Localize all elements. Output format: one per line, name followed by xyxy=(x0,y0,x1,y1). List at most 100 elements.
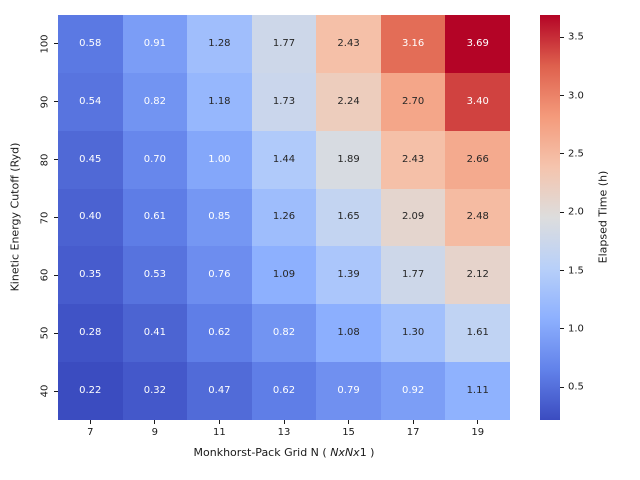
x-tick-mark xyxy=(477,420,479,424)
x-tick-label: 15 xyxy=(342,427,355,438)
heatmap-cell: 2.24 xyxy=(316,72,381,131)
heatmap-cell: 0.62 xyxy=(187,304,252,363)
heatmap-cell: 1.44 xyxy=(251,130,317,189)
heatmap-cell: 2.66 xyxy=(445,130,510,189)
heatmap-cell: 1.65 xyxy=(316,188,381,247)
heatmap-cell: 2.09 xyxy=(380,188,446,247)
x-axis-label: Monkhorst-Pack Grid N ( NxNx1 ) xyxy=(58,446,510,459)
heatmap-cell: 0.82 xyxy=(122,72,188,131)
heatmap-cell: 3.69 xyxy=(445,15,510,73)
heatmap-cell: 1.73 xyxy=(251,72,317,131)
y-tick-label: 70 xyxy=(39,211,51,224)
y-tick-label: 90 xyxy=(39,95,51,109)
x-tick-mark xyxy=(348,420,350,424)
heatmap-cell: 3.16 xyxy=(380,15,446,73)
heatmap-cell: 0.79 xyxy=(316,362,381,420)
y-tick-label: 60 xyxy=(39,268,51,282)
heatmap-cell: 1.11 xyxy=(445,362,510,420)
colorbar xyxy=(540,15,560,420)
x-axis-label-italic: NxNx xyxy=(330,446,360,459)
y-tick-label: 40 xyxy=(39,384,51,398)
colorbar-tick-mark xyxy=(560,328,564,330)
heatmap-cell: 0.62 xyxy=(251,362,317,420)
x-axis-ticks: 7 9 11 13 15 17 19 xyxy=(58,420,510,460)
y-tick-mark xyxy=(54,159,58,161)
heatmap-cell: 1.61 xyxy=(445,304,510,363)
heatmap-cell: 0.61 xyxy=(122,188,188,247)
heatmap-cell: 3.40 xyxy=(445,72,510,131)
y-tick-mark xyxy=(54,217,58,218)
colorbar-tick-mark xyxy=(560,36,564,38)
heatmap-cell: 0.40 xyxy=(58,188,123,247)
colorbar-tick-mark xyxy=(560,95,564,97)
x-tick-label: 7 xyxy=(87,427,94,438)
x-tick-mark xyxy=(412,420,414,424)
heatmap-cell: 0.85 xyxy=(187,188,252,247)
colorbar-tick-label: 1.0 xyxy=(568,323,584,335)
heatmap-cell: 2.43 xyxy=(380,130,446,189)
heatmap-cell: 2.12 xyxy=(445,246,510,305)
heatmap-cell: 0.22 xyxy=(58,362,123,420)
x-tick-mark xyxy=(283,420,285,424)
colorbar-tick-mark xyxy=(560,386,564,388)
heatmap-cell: 0.91 xyxy=(122,15,188,73)
heatmap-cell: 0.92 xyxy=(380,362,446,420)
x-tick-label: 9 xyxy=(151,427,159,438)
heatmap-cell: 0.35 xyxy=(58,246,123,305)
y-axis-ticks: 100 90 80 70 60 50 40 xyxy=(0,15,58,420)
x-tick-label: 17 xyxy=(406,427,420,438)
heatmap-cell: 0.53 xyxy=(122,246,188,305)
y-tick-label: 50 xyxy=(39,326,51,340)
heatmap-cell: 2.48 xyxy=(445,188,510,247)
y-axis-label: Kinetic Energy Cutoff (Ryd) xyxy=(8,142,22,292)
heatmap-cell: 1.26 xyxy=(251,188,317,247)
x-tick-mark xyxy=(89,420,91,424)
heatmap-cell: 0.47 xyxy=(187,362,252,420)
y-tick-mark xyxy=(54,390,58,392)
heatmap-cell: 1.18 xyxy=(187,72,252,131)
colorbar-tick-label: 3.0 xyxy=(568,90,584,102)
heatmap-cell: 0.82 xyxy=(251,304,317,363)
heatmap-cell: 2.70 xyxy=(380,72,446,131)
x-tick-label: 13 xyxy=(277,427,291,438)
x-tick-mark xyxy=(218,420,220,424)
colorbar-tick-label: 0.5 xyxy=(568,381,584,393)
heatmap-cell: 0.32 xyxy=(122,362,188,420)
y-tick-mark xyxy=(54,101,58,103)
y-tick-mark xyxy=(54,43,58,45)
heatmap-cell: 2.43 xyxy=(316,15,381,73)
x-tick-label: 19 xyxy=(471,427,485,438)
colorbar-tick-label: 1.5 xyxy=(568,265,584,277)
y-tick-label: 100 xyxy=(39,34,51,54)
colorbar-tick-label: 3.5 xyxy=(568,31,584,43)
y-tick-mark xyxy=(54,274,58,276)
heatmap-cell: 0.54 xyxy=(58,72,123,131)
y-tick-mark xyxy=(54,332,58,334)
colorbar-tick-mark xyxy=(560,211,564,213)
heatmap-cell: 1.28 xyxy=(187,15,252,73)
colorbar-tick-mark xyxy=(560,270,564,272)
heatmap-cell: 1.77 xyxy=(380,246,446,305)
x-axis-label-regular: Monkhorst-Pack Grid N ( xyxy=(193,446,331,459)
heatmap-cell: 1.89 xyxy=(316,130,381,189)
colorbar-tick-label: 2.5 xyxy=(568,148,584,160)
heatmap-cell: 0.76 xyxy=(187,246,252,305)
x-tick-mark xyxy=(154,420,156,424)
heatmap-cell: 1.39 xyxy=(316,246,381,305)
y-tick-label: 80 xyxy=(39,153,51,167)
heatmap-cell: 0.41 xyxy=(122,304,188,363)
colorbar-ticks: 0.5 1.0 1.5 2.0 2.5 3.0 3.5 xyxy=(560,15,620,420)
heatmap-cell: 0.70 xyxy=(122,130,188,189)
heatmap-cell: 1.30 xyxy=(380,304,446,363)
heatmap-cell: 1.09 xyxy=(251,246,317,305)
colorbar-label: Elapsed Time (h) xyxy=(596,170,610,264)
x-tick-label: 11 xyxy=(213,427,226,438)
x-axis-label-suffix: 1 ) xyxy=(359,446,375,459)
heatmap-cell: 0.28 xyxy=(58,304,123,363)
heatmap-plot-area: 0.58 0.91 1.28 1.77 2.43 3.16 3.69 0.54 0.82 1.18… xyxy=(58,15,510,420)
heatmap-cell: 1.00 xyxy=(187,130,252,189)
heatmap-cell: 1.77 xyxy=(251,15,317,73)
heatmap-cell: 0.45 xyxy=(58,130,123,189)
heatmap-cell: 0.58 xyxy=(58,15,123,73)
